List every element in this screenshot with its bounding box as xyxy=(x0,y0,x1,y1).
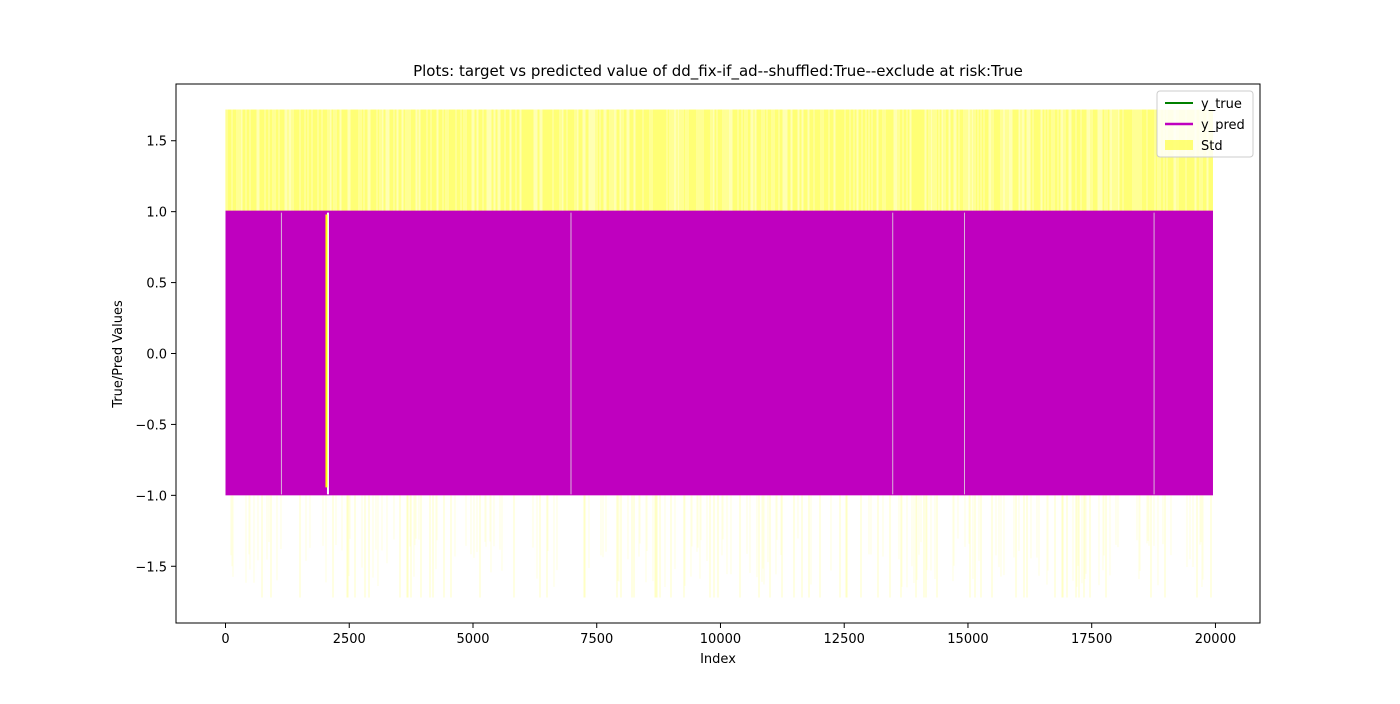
y-tick-label: −0.5 xyxy=(135,418,167,433)
y-tick-label: 0.5 xyxy=(146,277,167,292)
x-tick-label: 0 xyxy=(221,632,229,647)
y-axis-label: True/Pred Values xyxy=(111,300,126,409)
x-tick-label: 17500 xyxy=(1071,632,1112,647)
plot-area xyxy=(225,109,1213,598)
y-tick-label: −1.5 xyxy=(135,560,167,575)
x-tick-label: 2500 xyxy=(333,632,366,647)
y-pred-series xyxy=(225,211,1213,496)
x-axis-label: Index xyxy=(700,652,736,667)
std-band-upper-texture xyxy=(226,109,1209,212)
x-axis: 0 2500 5000 7500 10000 12500 15000 17500 20000 xyxy=(221,623,1236,647)
legend-std-label: Std xyxy=(1201,139,1223,154)
x-tick-label: 20000 xyxy=(1195,632,1236,647)
legend-y-pred-label: y_pred xyxy=(1201,118,1245,133)
y-axis: −1.5 −1.0 −0.5 0.0 0.5 1.0 1.5 xyxy=(135,135,176,575)
y-tick-label: 0.0 xyxy=(146,348,167,363)
x-tick-label: 5000 xyxy=(456,632,489,647)
x-tick-label: 7500 xyxy=(580,632,613,647)
y-tick-label: −1.0 xyxy=(135,489,167,504)
legend-std-swatch xyxy=(1165,140,1193,150)
y-tick-label: 1.5 xyxy=(146,135,167,150)
legend: y_true y_pred Std xyxy=(1156,90,1254,158)
x-tick-label: 12500 xyxy=(824,632,865,647)
x-tick-label: 15000 xyxy=(947,632,988,647)
y-tick-label: 1.0 xyxy=(146,206,167,221)
chart-title: Plots: target vs predicted value of dd_f… xyxy=(413,62,1023,81)
std-band-lower xyxy=(230,495,1212,598)
x-tick-label: 10000 xyxy=(700,632,741,647)
legend-y-true-label: y_true xyxy=(1201,97,1242,112)
